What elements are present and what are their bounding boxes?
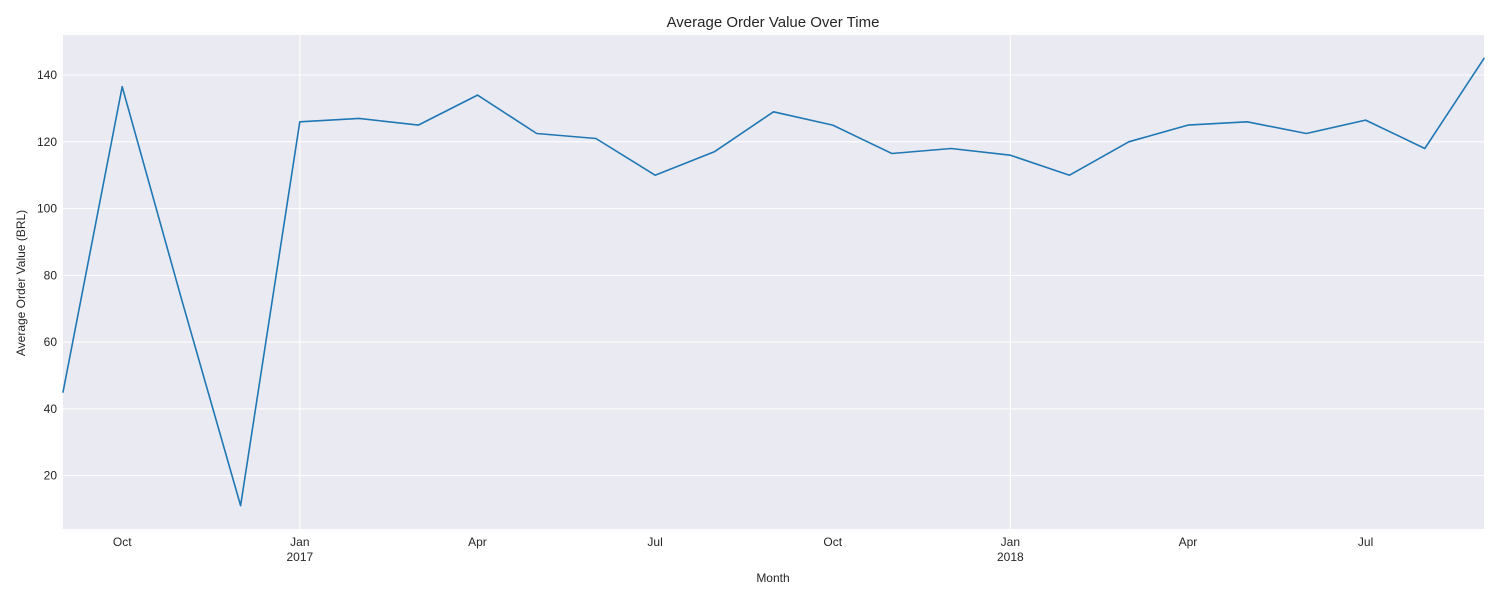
x-tick-label: Oct (113, 535, 132, 549)
y-tick-label: 80 (44, 268, 58, 282)
y-tick-label: 60 (44, 335, 58, 349)
plot-area (63, 35, 1484, 529)
x-tick-year-label: 2017 (286, 550, 313, 564)
x-tick-label: Apr (1179, 535, 1198, 549)
x-tick-year-label: 2018 (997, 550, 1024, 564)
x-tick-label: Oct (823, 535, 842, 549)
x-tick-label: Jan (290, 535, 309, 549)
chart-title: Average Order Value Over Time (667, 14, 880, 31)
x-tick-label: Apr (468, 535, 487, 549)
x-tick-label: Jul (1358, 535, 1373, 549)
y-tick-label: 100 (37, 202, 57, 216)
y-axis-ticks: 20 40 60 80 100 120 140 (37, 68, 57, 483)
grid-lines (63, 35, 1484, 529)
x-tick-label: Jul (647, 535, 662, 549)
y-tick-label: 40 (44, 402, 58, 416)
y-axis-label: Average Order Value (BRL) (14, 210, 28, 356)
y-tick-label: 140 (37, 68, 57, 82)
series-layer (62, 57, 1485, 507)
y-tick-label: 120 (37, 135, 57, 149)
y-tick-label: 20 (44, 469, 58, 483)
x-axis-label: Month (756, 571, 789, 585)
series-line (62, 57, 1485, 507)
x-tick-label: Jan (1001, 535, 1020, 549)
